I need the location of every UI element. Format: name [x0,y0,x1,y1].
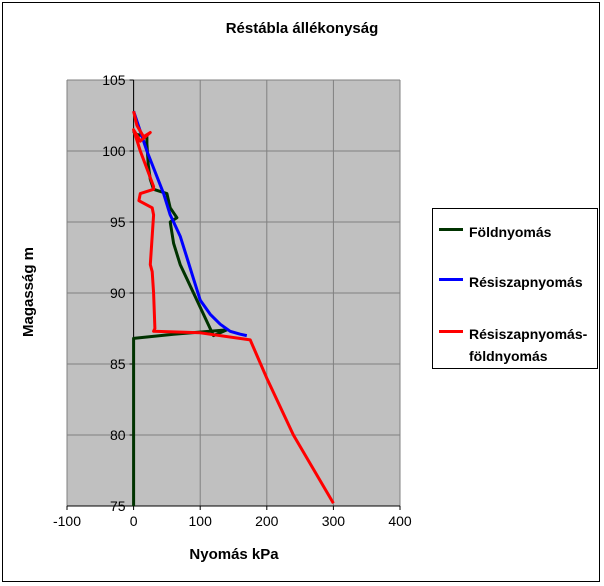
y-tick-label: 105 [102,72,126,88]
x-tick-label: 400 [388,513,412,529]
y-tick-label: 80 [110,427,126,443]
legend-label: Résiszapnyomás [469,274,583,290]
series-resiszapnyomas [132,110,248,338]
x-tick-label: 100 [189,513,213,529]
x-tick-label: 0 [130,513,138,529]
x-tick-label: -100 [53,513,81,529]
y-axis-title: Magasság m [20,247,37,337]
series-layer [132,110,335,506]
x-tick-label: 300 [322,513,346,529]
y-tick-label: 95 [110,214,126,230]
legend: Földnyomás Résiszapnyomás Résiszapnyomás… [432,208,598,369]
y-tick-label: 100 [102,143,126,159]
legend-label: Földnyomás [469,224,552,240]
legend-swatch [439,228,463,231]
y-tick-label: 90 [110,285,126,301]
legend-swatch [439,278,463,281]
legend-swatch [439,330,463,333]
y-tick-label: 85 [110,356,126,372]
x-tick-label: 200 [255,513,279,529]
x-axis-title: Nyomás kPa [189,546,279,563]
legend-label: Résiszapnyomás- földnyomás [469,326,588,364]
chart-title: Réstábla állékonyság [225,20,379,37]
x-axis: -100 0 100 200 300 400 [53,505,412,529]
series-resiszapnyomas-foldnyomas [132,110,335,504]
